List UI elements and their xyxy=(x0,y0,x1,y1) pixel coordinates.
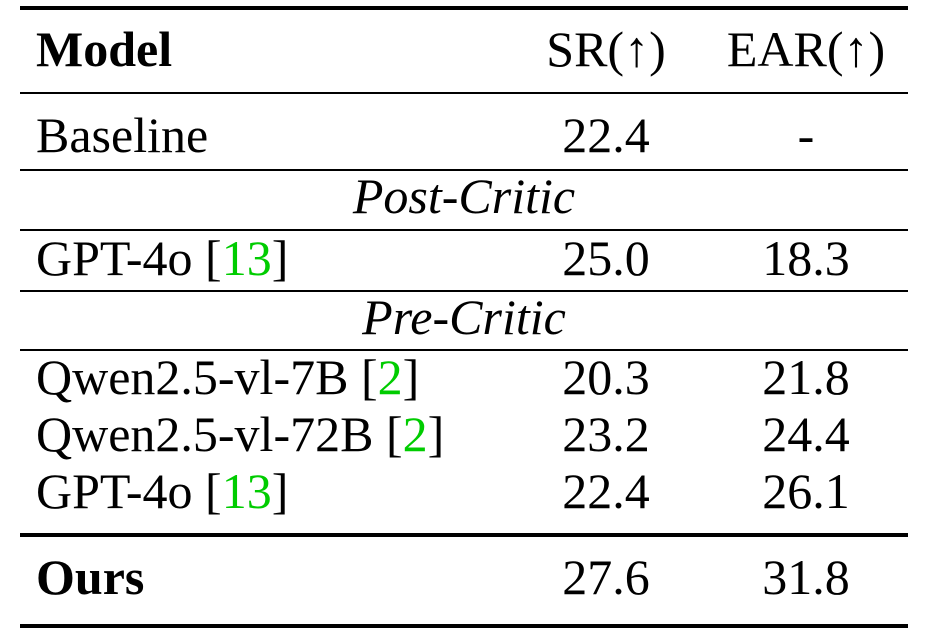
bottom-rule xyxy=(20,624,908,628)
row-ear: - xyxy=(797,107,815,163)
table-row-post-gpt4o: GPT-4o [13] 25.0 18.3 xyxy=(20,229,908,287)
table-row-ours: Ours 27.6 31.8 xyxy=(20,548,908,606)
citation-link[interactable]: 13 xyxy=(221,463,272,519)
table-row-pre-gpt4o: GPT-4o [13] 22.4 26.1 xyxy=(20,462,908,520)
table-row-pre-qwen7b: Qwen2.5-vl-7B [2] 20.3 21.8 xyxy=(20,348,908,406)
row-model: Qwen2.5-vl-72B [2] xyxy=(36,406,445,462)
row-model: Baseline xyxy=(36,107,209,163)
section-rule xyxy=(20,229,908,231)
row-model-name: GPT-4o xyxy=(36,463,193,519)
row-model: Qwen2.5-vl-7B [2] xyxy=(36,349,420,405)
section-rule xyxy=(20,349,908,351)
row-ear: 24.4 xyxy=(762,406,850,462)
row-ear: 26.1 xyxy=(762,463,850,519)
section-label-pre-critic: Pre-Critic xyxy=(362,289,566,345)
top-rule xyxy=(20,6,908,10)
row-sr: 27.6 xyxy=(562,549,650,605)
row-sr: 25.0 xyxy=(562,230,650,286)
header-ear: EAR(↑) xyxy=(726,21,886,77)
row-model: GPT-4o [13] xyxy=(36,463,289,519)
row-sr: 23.2 xyxy=(562,406,650,462)
row-model-name: GPT-4o xyxy=(36,230,193,286)
row-ear: 21.8 xyxy=(762,349,850,405)
row-model: GPT-4o [13] xyxy=(36,230,289,286)
section-label-post-critic: Post-Critic xyxy=(352,168,576,224)
citation-link[interactable]: 13 xyxy=(221,230,272,286)
row-sr: 22.4 xyxy=(562,107,650,163)
row-model: Ours xyxy=(36,549,145,605)
row-sr: 22.4 xyxy=(562,463,650,519)
row-sr: 20.3 xyxy=(562,349,650,405)
row-ear: 31.8 xyxy=(762,549,850,605)
header-model: Model xyxy=(36,21,173,77)
row-model-name: Qwen2.5-vl-7B xyxy=(36,349,349,405)
section-rule xyxy=(20,290,908,292)
table-row-baseline: Baseline 22.4 - xyxy=(20,106,908,164)
table-row-pre-qwen72b: Qwen2.5-vl-72B [2] 23.2 24.4 xyxy=(20,405,908,463)
citation-link[interactable]: 2 xyxy=(402,406,428,462)
header-sr: SR(↑) xyxy=(546,21,666,77)
section-rule xyxy=(20,169,908,171)
ours-rule xyxy=(20,533,908,537)
citation-link[interactable]: 2 xyxy=(377,349,403,405)
header-row: Model SR(↑) EAR(↑) xyxy=(20,20,908,78)
row-ear: 18.3 xyxy=(762,230,850,286)
header-rule xyxy=(20,92,908,94)
row-model-name: Qwen2.5-vl-72B xyxy=(36,406,374,462)
